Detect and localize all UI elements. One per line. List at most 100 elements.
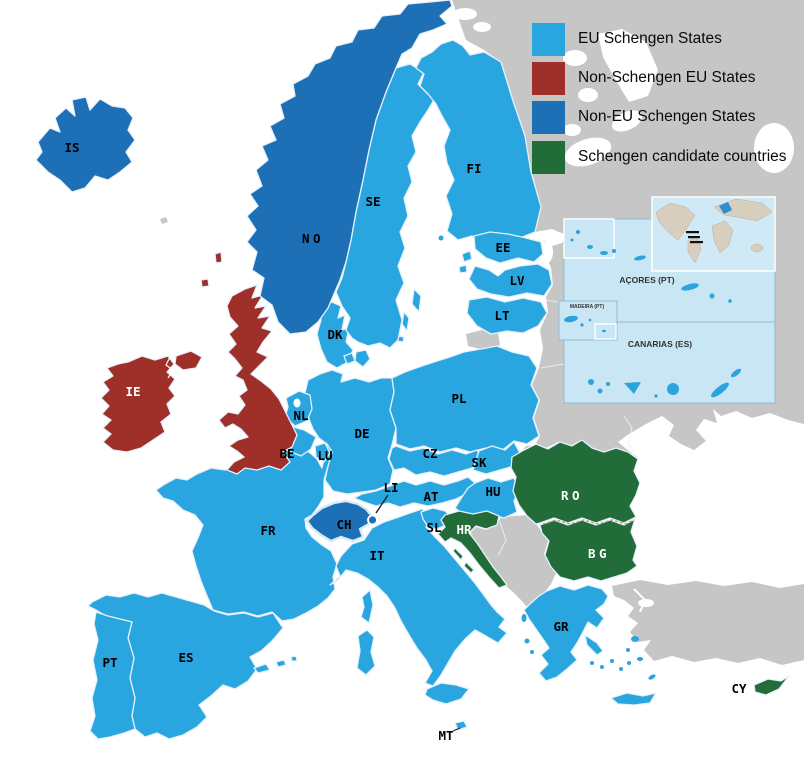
country-lv-shape [468,263,553,298]
country-label-se: SE [365,194,380,209]
border-ie-ni [165,354,174,379]
country-label-ro: RO [561,488,583,503]
legend-row-candidate: Schengen candidate countries [532,140,787,174]
lake-near-legend-2 [578,88,598,102]
se-island-oland [401,311,410,332]
country-label-ch: CH [336,517,351,532]
es-islands-balearics [253,655,298,674]
country-label-ee: EE [495,240,510,255]
uk-shetland [214,251,223,264]
country-cy-shape [753,675,790,696]
non-eu-schengen-states [35,0,453,543]
candidate-countries [437,439,790,696]
country-label-is: IS [64,140,79,155]
country-label-sk: SK [471,455,487,470]
lake-peipus [541,241,553,263]
country-it-shape [329,508,508,687]
country-label-bg: BG [588,546,610,561]
legend-swatch-eu-schengen [532,22,565,56]
country-bg-shape [539,518,638,582]
gr-island-crete [610,692,657,706]
country-label-mt: MT [438,728,453,743]
country-label-fi: FI [466,161,481,176]
eu-schengen-states [87,39,657,740]
fi-aland [438,235,444,241]
world-continents [655,198,773,264]
country-cz-shape [388,445,483,477]
country-fr-shape [155,443,338,622]
country-pt-shape [89,611,136,740]
region-western-balkans-shape [469,515,556,608]
country-hu-shape [454,477,520,519]
country-fi-shape [415,39,542,243]
mt-pointer-line [452,727,461,732]
legend-label-non-schengen-eu: Non-Schengen EU States [578,69,756,86]
fjord-patch-2 [473,22,491,32]
country-label-lu: LU [317,448,332,463]
world-europe-highlight [719,202,732,214]
border-ro-bg-dashed [542,519,635,525]
lake-onega [612,110,642,132]
country-label-lv: LV [509,273,525,288]
legend-swatch-non-schengen-eu [532,61,565,95]
canarias-inset-label: CANARIAS (ES) [628,339,692,349]
country-is-shape [35,96,136,193]
madeira-subbox [594,323,617,340]
country-gr-shape [523,584,609,682]
legend-label-non-eu-schengen: Non-EU Schengen States [578,108,756,125]
legend-label-eu-schengen: EU Schengen States [578,30,722,47]
archipelago-insets: AÇORES (PT) MADEIRA (PT) CANARIAS (ES) [558,196,776,404]
fr-island-corsica [360,589,374,624]
country-label-uk: UK [200,416,216,431]
country-ro-shape [510,439,641,525]
country-lu-shape [314,442,331,463]
uk-orkney [200,278,210,288]
country-ch-shape [305,499,373,543]
country-label-sl: SL [426,520,442,535]
world-label-mark-3 [690,241,703,244]
country-kaliningrad-shape [466,330,500,350]
lake-near-legend-4 [754,123,794,173]
gr-islands-aegean [521,614,656,680]
it-island-sicily [424,682,470,705]
country-no-shape [246,0,453,335]
legend-row-eu-schengen: EU Schengen States [532,22,722,56]
ee-island-hiiumaa [458,264,468,274]
country-de-shape [304,369,397,495]
country-nl-shape [284,390,313,427]
faroe-islands-shape [160,217,168,224]
fjord-patch-1 [453,8,477,20]
azores-subbox [563,218,615,259]
country-label-lt: LT [494,308,509,323]
se-island-gotland [411,288,422,313]
country-uk-shape [218,284,298,475]
country-label-fr: FR [260,523,276,538]
ijsselmeer [293,398,301,408]
gr-island-euboea [584,634,604,656]
white-sea [598,29,658,102]
country-dk-shape [316,301,354,369]
li-pointer-line [375,494,389,514]
world-label-mark-1 [686,231,699,234]
country-label-it: IT [369,548,384,563]
country-mt-shape [454,720,468,731]
azores-inset-label: AÇORES (PT) [619,275,674,285]
country-label-nl: NL [293,408,309,423]
country-label-no: NO [302,231,324,246]
azores-islands [570,230,732,303]
lake-near-legend-3 [563,124,581,136]
world-label-mark-2 [688,236,700,239]
country-pl-shape [389,345,540,453]
country-ie-shape [100,355,176,453]
legend-row-non-eu-schengen: Non-EU Schengen States [532,100,756,134]
legend-label-candidate: Schengen candidate countries [578,148,787,165]
border-ukraine-moldova [623,415,639,459]
it-island-sardinia [356,629,376,676]
border-serbia-bosnia [497,521,507,557]
country-li-shape [367,514,378,526]
madeira-inset-label: MADEIRA (PT) [570,304,605,310]
country-ee-shape [473,231,544,264]
lake-near-legend-1 [563,50,587,66]
